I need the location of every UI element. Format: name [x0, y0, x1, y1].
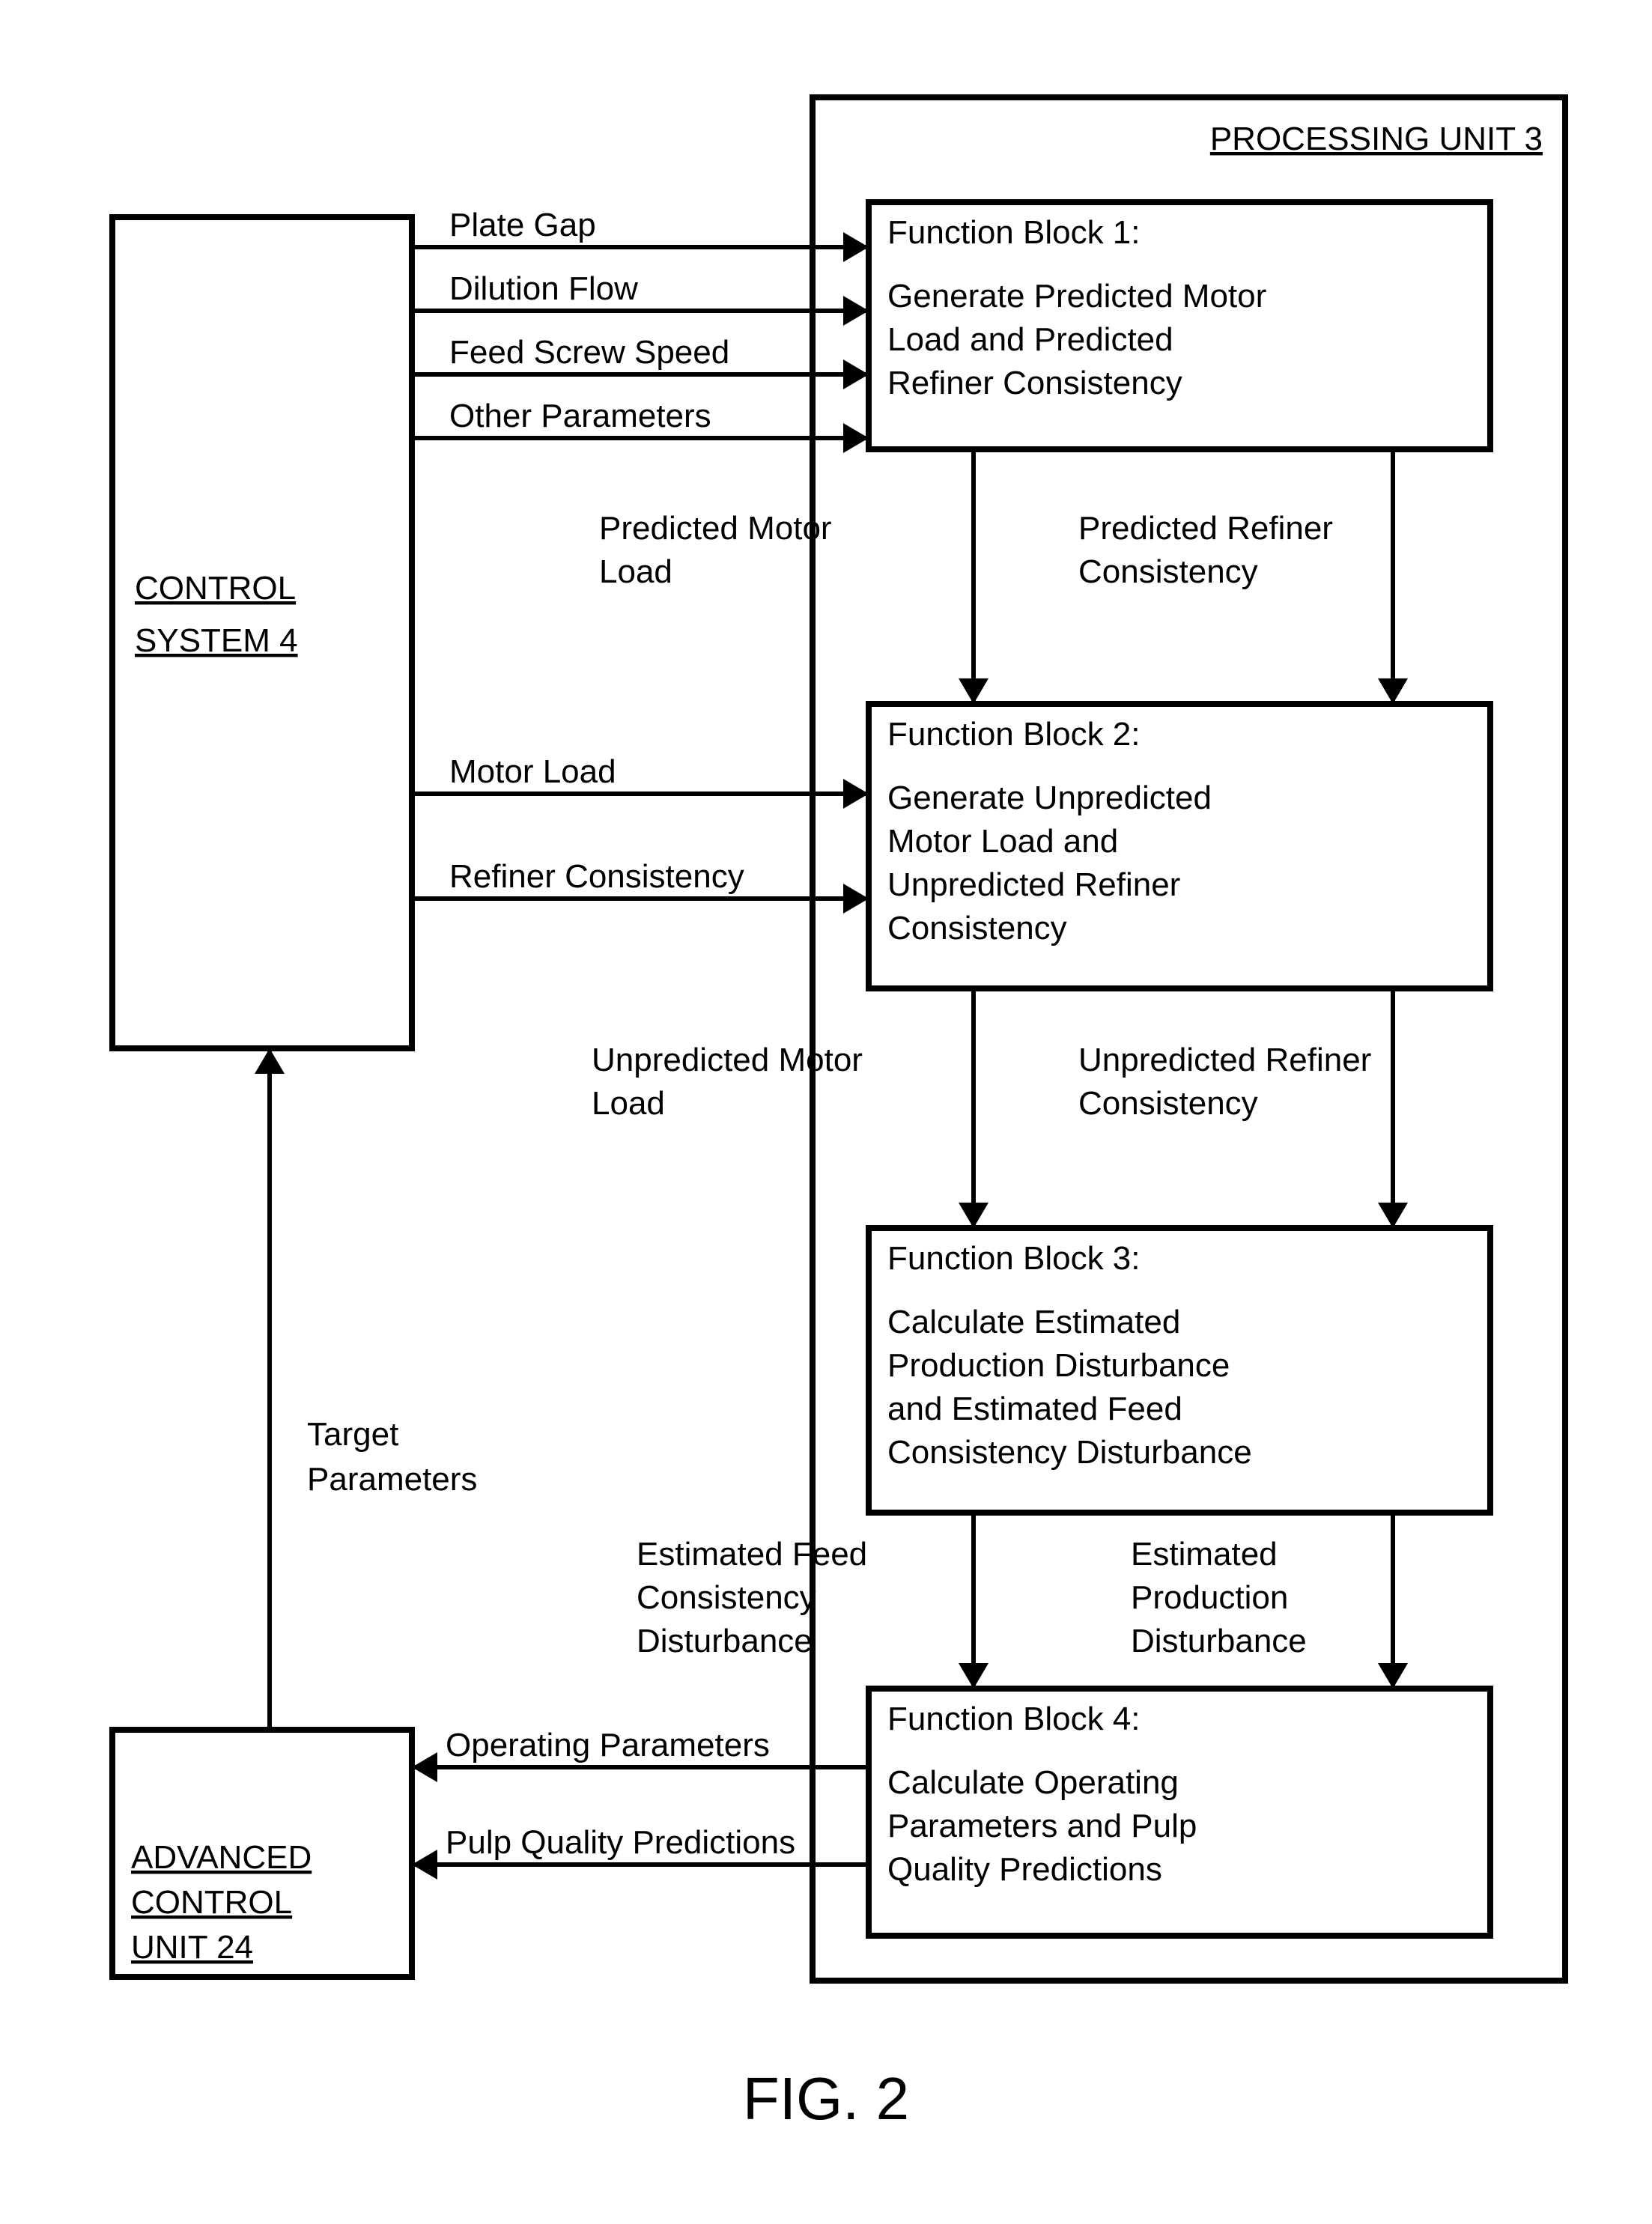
- fb4-body2: Parameters and Pulp: [887, 1808, 1197, 1844]
- arrow-est-feed-consistency-head: [959, 1663, 989, 1689]
- fb1-body2: Load and Predicted: [887, 321, 1173, 358]
- advanced-control-line2: CONTROL: [131, 1884, 292, 1921]
- fb2-body4: Consistency: [887, 910, 1067, 947]
- label-unpredicted-refiner-1: Unpredicted Refiner: [1078, 1042, 1371, 1078]
- arrow-operating_parameters-head: [412, 1752, 437, 1782]
- fb3-body2: Production Disturbance: [887, 1347, 1230, 1384]
- arrow-predicted-motor-load-head: [959, 678, 989, 704]
- arrow-predicted-refiner-consistency-head: [1378, 678, 1408, 704]
- label-target-parameters-2: Parameters: [307, 1461, 477, 1498]
- label-est-prod-3: Disturbance: [1131, 1623, 1307, 1659]
- label-other_parameters: Other Parameters: [449, 398, 711, 434]
- label-predicted-motor-1: Predicted Motor: [599, 510, 832, 547]
- fb2-body2: Motor Load and: [887, 823, 1118, 860]
- control-system-line1: CONTROL: [135, 570, 296, 607]
- fb4-body1: Calculate Operating: [887, 1764, 1179, 1801]
- advanced-control-line3: UNIT 24: [131, 1929, 253, 1966]
- processing-unit-title: PROCESSING UNIT 3: [1210, 121, 1543, 157]
- fb1-title: Function Block 1:: [887, 214, 1141, 251]
- fb2-body1: Generate Unpredicted: [887, 780, 1212, 816]
- label-est-feed-3: Disturbance: [637, 1623, 813, 1659]
- figure-label: FIG. 2: [743, 2065, 909, 2132]
- label-dilution_flow: Dilution Flow: [449, 270, 638, 307]
- arrow-refiner_consistency-head: [843, 884, 869, 914]
- label-predicted-refiner-2: Consistency: [1078, 553, 1258, 590]
- arrow-est-production-head: [1378, 1663, 1408, 1689]
- arrow-unpredicted-motor-load-head: [959, 1203, 989, 1228]
- label-est-prod-1: Estimated: [1131, 1536, 1278, 1573]
- label-est-feed-2: Consistency: [637, 1579, 816, 1616]
- arrow-target-parameters-head: [255, 1048, 285, 1074]
- fb4-body3: Quality Predictions: [887, 1851, 1162, 1888]
- label-feed_screw_speed: Feed Screw Speed: [449, 334, 729, 371]
- fb3-body1: Calculate Estimated: [887, 1304, 1180, 1340]
- label-unpredicted-motor-2: Load: [592, 1085, 665, 1122]
- label-est-feed-1: Estimated Feed: [637, 1536, 867, 1573]
- label-est-prod-2: Production: [1131, 1579, 1288, 1616]
- arrow-motor_load-head: [843, 779, 869, 809]
- fb3-title: Function Block 3:: [887, 1240, 1141, 1277]
- label-pulp_quality_predictions: Pulp Quality Predictions: [446, 1824, 795, 1861]
- arrow-plate_gap-head: [843, 232, 869, 262]
- label-operating_parameters: Operating Parameters: [446, 1727, 770, 1763]
- arrow-unpredicted-refiner-consistency-head: [1378, 1203, 1408, 1228]
- label-unpredicted-refiner-2: Consistency: [1078, 1085, 1258, 1122]
- label-plate_gap: Plate Gap: [449, 207, 596, 243]
- label-predicted-motor-2: Load: [599, 553, 672, 590]
- label-refiner_consistency: Refiner Consistency: [449, 858, 744, 895]
- fb3-body3: and Estimated Feed: [887, 1391, 1182, 1427]
- fb4-title: Function Block 4:: [887, 1701, 1141, 1737]
- label-target-parameters-1: Target: [307, 1416, 398, 1453]
- fb2-body3: Unpredicted Refiner: [887, 866, 1180, 903]
- arrow-dilution_flow-head: [843, 296, 869, 326]
- control-system-line2: SYSTEM 4: [135, 622, 298, 659]
- arrow-other_parameters-head: [843, 423, 869, 453]
- fb2-title: Function Block 2:: [887, 716, 1141, 753]
- label-predicted-refiner-1: Predicted Refiner: [1078, 510, 1333, 547]
- arrow-pulp_quality_predictions-head: [412, 1850, 437, 1880]
- fb1-body3: Refiner Consistency: [887, 365, 1182, 401]
- arrow-feed_screw_speed-head: [843, 359, 869, 389]
- label-motor_load: Motor Load: [449, 753, 616, 790]
- fb3-body4: Consistency Disturbance: [887, 1434, 1252, 1471]
- advanced-control-line1: ADVANCED: [131, 1839, 312, 1876]
- label-unpredicted-motor-1: Unpredicted Motor: [592, 1042, 863, 1078]
- fb1-body1: Generate Predicted Motor: [887, 278, 1266, 315]
